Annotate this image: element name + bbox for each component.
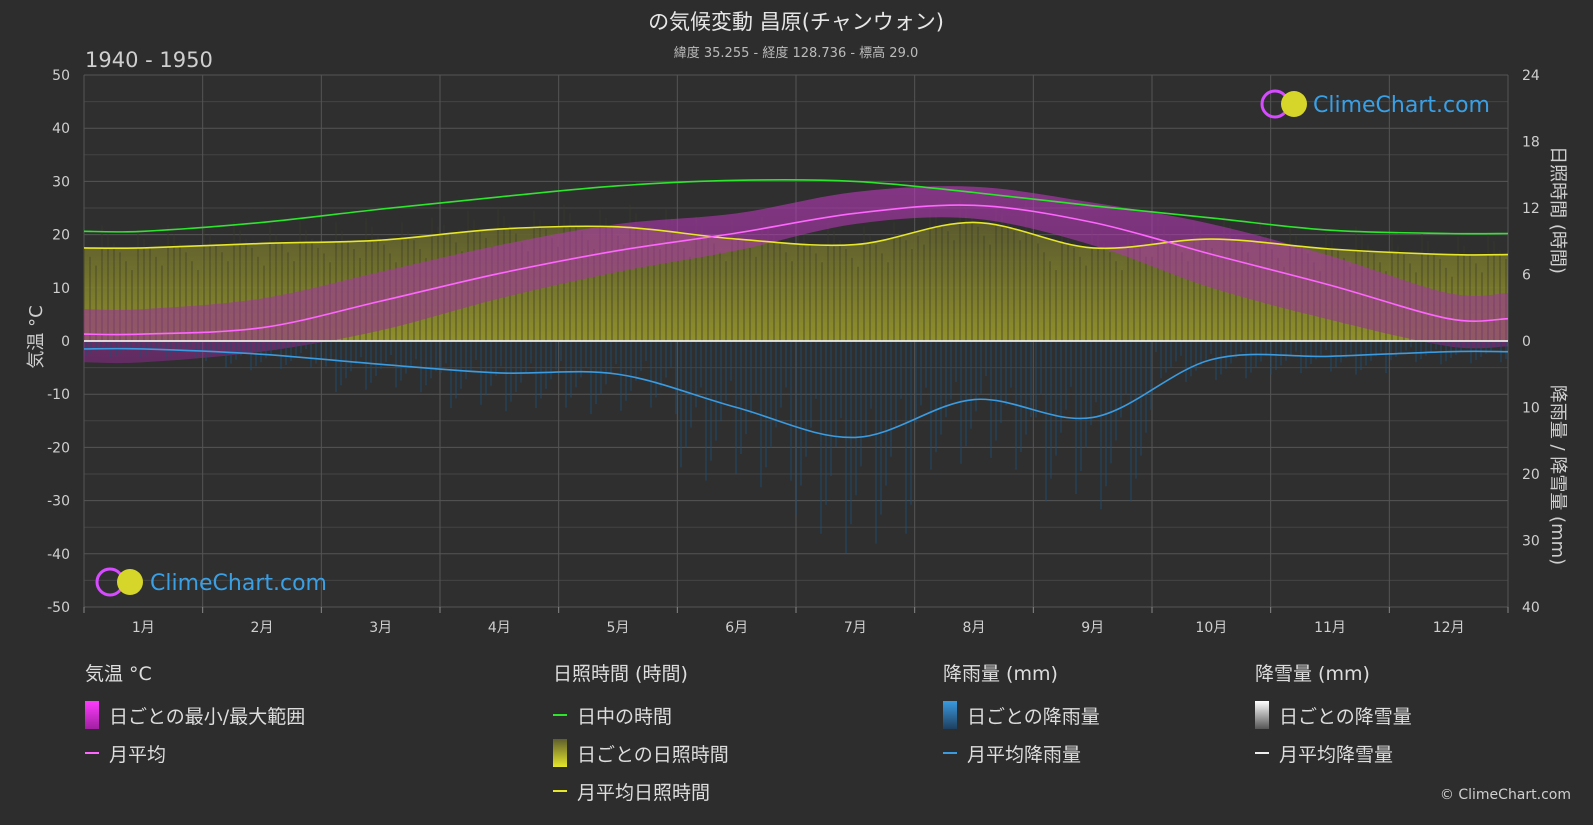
- x-tick-label: 11月: [1314, 620, 1346, 636]
- x-tick-label: 12月: [1433, 620, 1465, 636]
- daylight-swatch: [553, 714, 567, 716]
- rain-daily-swatch: [943, 701, 957, 729]
- temp-range-swatch: [85, 701, 99, 729]
- legend-sunshine-title: 日照時間 (時間): [553, 663, 688, 685]
- legend-item: 日ごとの降雨量: [943, 696, 1100, 734]
- legend-label: 月平均日照時間: [577, 781, 711, 804]
- snow-daily-swatch: [1255, 701, 1269, 729]
- legend-item: 月平均降雨量: [943, 734, 1100, 772]
- legend-temperature: 気温 °C 日ごとの最小/最大範囲 月平均: [85, 660, 305, 772]
- legend-item: 月平均: [85, 734, 305, 772]
- axes: 50 40 30 20 10 0 -10 -20 -30 -40 -50 24 18 12 6 0 10 20 30…: [47, 68, 1540, 636]
- chart-subtitle: 緯度 35.255 - 経度 128.736 - 標高 29.0: [674, 45, 919, 61]
- y-right-bottom-tick-label: 20: [1522, 467, 1540, 483]
- x-tick-label: 10月: [1195, 620, 1227, 636]
- legend-rain-title: 降雨量 (mm): [943, 663, 1058, 685]
- y-right-bottom-axis-label: 降雨量 / 降雪量 (mm): [1547, 385, 1568, 565]
- y-left-tick-label: -50: [47, 600, 70, 616]
- y-left-tick-label: -40: [47, 547, 70, 563]
- x-tick-label: 9月: [1081, 620, 1104, 636]
- x-tick-label: 2月: [251, 620, 274, 636]
- legend-temperature-title: 気温 °C: [85, 663, 152, 685]
- rain-mean-swatch: [943, 752, 957, 754]
- y-left-tick-label: 50: [52, 68, 70, 84]
- y-left-tick-label: 0: [61, 334, 70, 350]
- y-right-bottom-tick-label: 40: [1522, 600, 1540, 616]
- x-tick-label: 8月: [963, 620, 986, 636]
- x-tick-label: 7月: [844, 620, 867, 636]
- y-right-top-tick-label: 18: [1522, 135, 1540, 151]
- legend-label: 日ごとの最小/最大範囲: [109, 705, 306, 728]
- legend-label: 月平均降雨量: [967, 743, 1082, 766]
- legend-rain: 降雨量 (mm) 日ごとの降雨量 月平均降雨量: [943, 660, 1100, 772]
- legend-label: 月平均: [109, 743, 167, 766]
- legend-item: 日中の時間: [553, 696, 729, 734]
- legend-item: 日ごとの日照時間: [553, 734, 729, 772]
- y-left-tick-label: -10: [47, 387, 70, 403]
- watermark-bottom: ClimeChart.com: [150, 571, 327, 596]
- y-left-tick-label: 10: [52, 281, 70, 297]
- legend-label: 日ごとの降雨量: [967, 705, 1100, 728]
- y-left-tick-label: -20: [47, 440, 70, 456]
- temp-mean-swatch: [85, 752, 99, 754]
- x-tick-label: 5月: [607, 620, 630, 636]
- legend-label: 日中の時間: [577, 705, 673, 728]
- daily-bands: [83, 186, 1508, 554]
- y-left-axis-label: 気温 °C: [26, 305, 47, 368]
- legend-label: 日ごとの日照時間: [577, 743, 729, 766]
- y-right-top-tick-label: 24: [1522, 68, 1540, 84]
- y-right-top-tick-label: 6: [1522, 268, 1531, 284]
- sunshine-daily-swatch: [553, 739, 567, 767]
- legend-snow-title: 降雪量 (mm): [1255, 663, 1370, 685]
- x-tick-label: 3月: [369, 620, 392, 636]
- series-line: [83, 347, 1509, 439]
- x-tick-label: 1月: [132, 620, 155, 636]
- x-tick-label: 6月: [725, 620, 748, 636]
- logo-top: ClimeChart.com: [1260, 89, 1490, 119]
- legend-item: 日ごとの最小/最大範囲: [85, 696, 305, 734]
- legend-snow: 降雪量 (mm) 日ごとの降雪量 月平均降雪量: [1255, 660, 1412, 772]
- y-right-top-tick-label: 0: [1522, 334, 1531, 350]
- logo-sun-icon: [1281, 91, 1307, 117]
- x-tick-label: 4月: [488, 620, 511, 636]
- y-right-bottom-tick-label: 10: [1522, 401, 1540, 417]
- y-left-tick-label: 40: [52, 121, 70, 137]
- series-line: [83, 221, 1509, 256]
- series-line: [83, 204, 1509, 336]
- grid-lines: [83, 74, 1509, 608]
- y-right-top-axis-label: 日照時間 (時間): [1547, 146, 1568, 274]
- logo-bottom: ClimeChart.com: [95, 567, 327, 597]
- y-right-top-tick-label: 12: [1522, 201, 1540, 217]
- y-right-bottom-tick-label: 30: [1522, 534, 1540, 550]
- y-left-tick-label: 30: [52, 174, 70, 190]
- legend-item: 月平均降雪量: [1255, 734, 1412, 772]
- legend-sunshine: 日照時間 (時間) 日中の時間 日ごとの日照時間 月平均日照時間: [553, 660, 729, 810]
- copyright: © ClimeChart.com: [1439, 787, 1571, 803]
- watermark-top: ClimeChart.com: [1313, 93, 1490, 118]
- y-left-tick-label: 20: [52, 228, 70, 244]
- snow-mean-swatch: [1255, 752, 1269, 754]
- legend-label: 日ごとの降雪量: [1279, 705, 1412, 728]
- period-label: 1940 - 1950: [85, 48, 213, 72]
- chart-title: の気候変動 昌原(チャンウォン): [648, 10, 944, 34]
- legend-item: 月平均日照時間: [553, 772, 729, 810]
- legend-label: 月平均降雪量: [1279, 743, 1394, 766]
- temperature-range-band: [84, 186, 1508, 364]
- y-left-tick-label: -30: [47, 494, 70, 510]
- sunshine-mean-swatch: [553, 790, 567, 792]
- logo-sun-icon: [117, 569, 143, 595]
- series-line: [83, 178, 1509, 235]
- series-lines: [83, 178, 1509, 439]
- legend-item: 日ごとの降雪量: [1255, 696, 1412, 734]
